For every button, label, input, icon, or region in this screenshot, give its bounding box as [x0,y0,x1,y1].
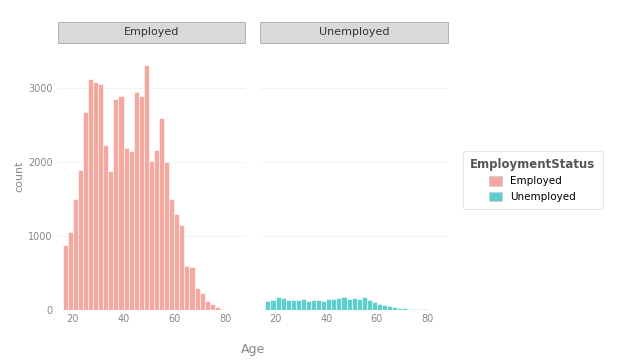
Bar [356,298,362,310]
Bar [337,298,342,310]
Bar [200,293,205,310]
Bar [78,171,83,310]
Bar [205,301,210,310]
Bar [210,304,215,310]
Bar [367,300,372,310]
Bar [276,297,280,310]
Bar [83,112,88,310]
Bar [408,309,413,310]
Bar [220,309,225,310]
Bar [73,199,78,310]
Text: Age: Age [241,343,265,356]
Legend: Employed, Unemployed: Employed, Unemployed [463,151,603,209]
Bar [291,300,296,310]
Bar [98,84,103,310]
Bar [103,145,108,310]
Bar [195,288,200,310]
Bar [149,161,154,310]
Bar [413,309,417,310]
Bar [362,297,367,310]
Bar [189,267,195,310]
Bar [280,298,285,310]
Bar [316,300,321,310]
Bar [164,162,169,310]
Bar [169,199,174,310]
Text: Employed: Employed [124,27,179,37]
Bar [144,65,149,310]
Bar [306,301,311,310]
Bar [296,300,301,310]
Bar [271,300,276,310]
Bar [372,302,377,310]
Bar [346,299,351,310]
Bar [266,301,271,310]
Bar [326,298,332,310]
Bar [134,92,139,310]
Y-axis label: count: count [14,161,24,192]
Bar [159,118,164,310]
Bar [108,171,113,310]
Bar [377,304,382,310]
Bar [113,99,118,310]
Bar [93,82,98,310]
Bar [174,214,179,310]
Bar [332,299,337,310]
Bar [397,308,403,310]
Bar [154,150,159,310]
Bar [124,148,129,310]
Bar [351,298,356,310]
Bar [387,306,392,310]
Bar [311,300,316,310]
Bar [321,301,326,310]
Bar [382,305,387,310]
Bar [285,300,291,310]
Bar [342,297,346,310]
Bar [139,96,144,310]
Bar [215,307,220,310]
Bar [301,299,306,310]
Bar [184,266,189,310]
Bar [129,151,134,310]
Bar [68,232,73,310]
Bar [118,96,124,310]
Text: Unemployed: Unemployed [319,27,389,37]
Bar [392,307,397,310]
Bar [63,245,68,310]
Bar [403,308,408,310]
Bar [179,225,184,310]
Bar [88,79,93,310]
